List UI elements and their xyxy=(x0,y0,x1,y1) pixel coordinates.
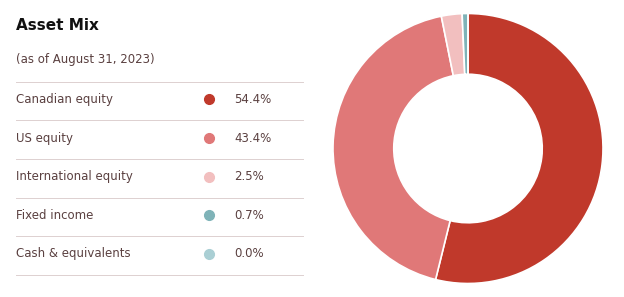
Text: Cash & equivalents: Cash & equivalents xyxy=(16,247,130,260)
Text: 43.4%: 43.4% xyxy=(234,132,271,145)
Wedge shape xyxy=(441,14,465,76)
Text: US equity: US equity xyxy=(16,132,72,145)
Text: International equity: International equity xyxy=(16,170,132,183)
Text: 2.5%: 2.5% xyxy=(234,170,264,183)
Text: Fixed income: Fixed income xyxy=(16,209,93,222)
Text: 0.0%: 0.0% xyxy=(234,247,263,260)
Wedge shape xyxy=(436,13,603,284)
Wedge shape xyxy=(462,13,468,74)
Text: Canadian equity: Canadian equity xyxy=(16,93,112,106)
Text: 0.7%: 0.7% xyxy=(234,209,264,222)
Wedge shape xyxy=(333,16,453,279)
Text: (as of August 31, 2023): (as of August 31, 2023) xyxy=(16,53,154,67)
Text: 54.4%: 54.4% xyxy=(234,93,271,106)
Text: Asset Mix: Asset Mix xyxy=(16,18,99,33)
